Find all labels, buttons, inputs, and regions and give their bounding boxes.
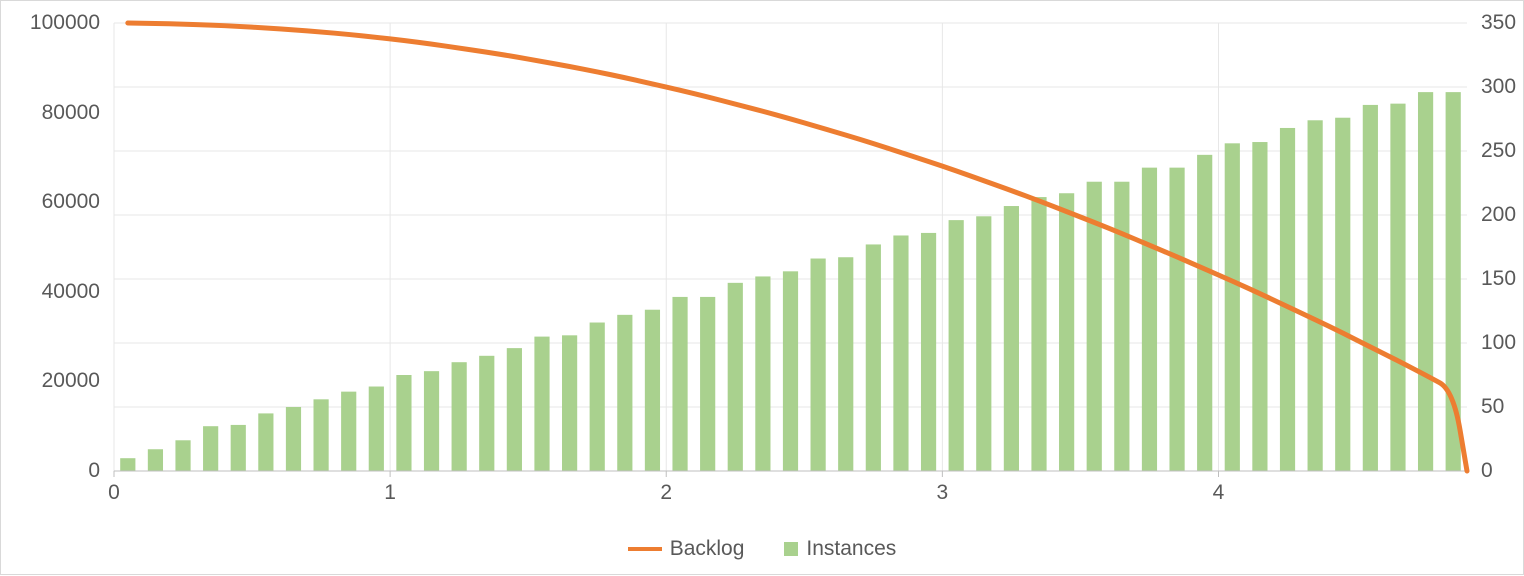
x-tick-label: 0 (108, 481, 120, 505)
y-right-tick-label: 0 (1481, 459, 1493, 483)
y-left-tick-label: 100000 (30, 11, 100, 35)
y-left-tick-label: 60000 (42, 190, 100, 214)
chart-svg (1, 1, 1524, 576)
legend-item-backlog: Backlog (628, 537, 745, 561)
y-right-tick-label: 300 (1481, 75, 1516, 99)
y-left-tick-label: 20000 (42, 369, 100, 393)
legend-swatch-box-icon (784, 542, 798, 556)
y-right-tick-label: 100 (1481, 331, 1516, 355)
legend-item-instances: Instances (784, 537, 896, 561)
y-right-tick-label: 50 (1481, 395, 1504, 419)
legend-label-instances: Instances (806, 537, 896, 561)
y-left-tick-label: 0 (88, 459, 100, 483)
y-left-tick-label: 80000 (42, 101, 100, 125)
y-right-tick-label: 200 (1481, 203, 1516, 227)
x-tick-label: 4 (1213, 481, 1225, 505)
x-tick-label: 3 (937, 481, 949, 505)
legend-swatch-line-icon (628, 547, 662, 551)
y-right-tick-label: 150 (1481, 267, 1516, 291)
y-right-tick-label: 350 (1481, 11, 1516, 35)
x-tick-label: 1 (384, 481, 396, 505)
y-left-tick-label: 40000 (42, 280, 100, 304)
legend: Backlog Instances (1, 537, 1523, 561)
y-right-tick-label: 250 (1481, 139, 1516, 163)
x-tick-label: 2 (660, 481, 672, 505)
chart-container: Backlog Instances 0200004000060000800001… (0, 0, 1524, 575)
legend-label-backlog: Backlog (670, 537, 745, 561)
